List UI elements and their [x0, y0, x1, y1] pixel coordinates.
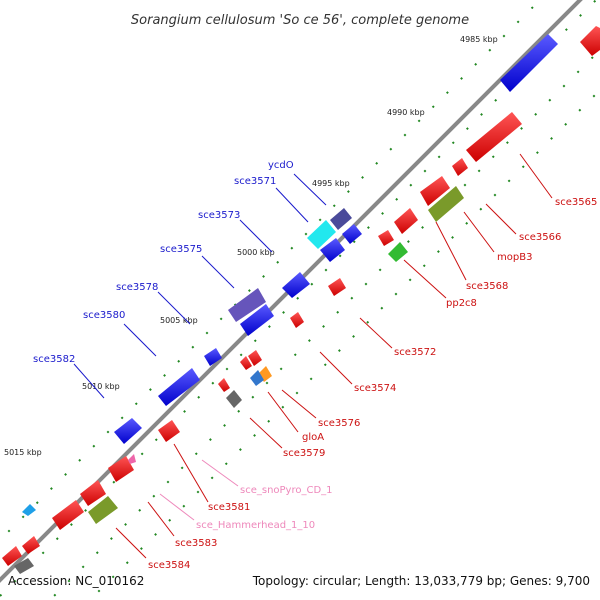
gene-block-sce3571[interactable]	[330, 208, 352, 230]
gene-block-sce3580[interactable]	[204, 348, 222, 366]
gene-block-mopB3-a[interactable]	[420, 176, 450, 206]
gene-block-4985[interactable]	[500, 34, 558, 92]
reverse-gene-labels: sce3565 sce3566 mopB3 sce3568 pp2c8 sce3…	[115, 153, 597, 571]
label-sce3571[interactable]: sce3571	[234, 176, 276, 187]
label-ycdO[interactable]: ycdO	[268, 160, 294, 171]
gene-block-sce3574[interactable]	[290, 312, 304, 328]
tick-row-bottom-outer	[88, 88, 600, 600]
tick-row-top-outer	[0, 0, 542, 542]
leader-sce-hammerhead	[159, 493, 195, 521]
leader-mopB3	[463, 211, 495, 253]
gene-block-sce-snoPyro[interactable]	[128, 454, 136, 464]
leader-sce3582	[73, 363, 105, 399]
label-sce3578[interactable]: sce3578	[116, 282, 158, 293]
label-sce3575[interactable]: sce3575	[160, 244, 202, 255]
label-sce3566[interactable]: sce3566	[519, 232, 561, 243]
label-sce3581[interactable]: sce3581	[208, 502, 250, 513]
leader-sce3573	[239, 219, 273, 253]
leader-pp2c8	[403, 259, 447, 299]
accession-text: Accession: NC_010162	[8, 574, 144, 588]
gene-block-ycdO[interactable]	[307, 220, 336, 249]
leader-sce3579	[249, 417, 283, 449]
leader-sce3572	[359, 317, 393, 349]
gene-block-g[interactable]	[240, 356, 252, 370]
gene-block-pp2c8[interactable]	[388, 242, 408, 262]
label-sce3583[interactable]: sce3583	[175, 538, 217, 549]
gene-block-sce3576[interactable]	[248, 350, 262, 366]
gene-block-k[interactable]	[88, 496, 118, 524]
gene-block-j[interactable]	[108, 456, 134, 482]
gene-block-d[interactable]	[22, 504, 36, 516]
scale-label-5005: 5005 kbp	[160, 316, 198, 325]
label-sce3584[interactable]: sce3584	[148, 560, 190, 571]
label-gloA[interactable]: gloA	[302, 432, 324, 443]
topology-text: Topology: circular; Length: 13,033,779 b…	[252, 574, 590, 588]
leader-sce3571	[275, 187, 309, 223]
leader-gloA	[267, 391, 299, 433]
gene-block-sce3582[interactable]	[158, 368, 200, 406]
leader-sce3581	[173, 443, 209, 503]
label-sce3580[interactable]: sce3580	[83, 310, 125, 321]
gene-block-sce3565[interactable]	[466, 112, 522, 162]
gene-block-sce3573[interactable]	[320, 238, 345, 262]
label-mopB3[interactable]: mopB3	[497, 252, 532, 263]
leader-sce3574	[319, 351, 353, 385]
gene-block-sce3579[interactable]	[218, 378, 230, 392]
gene-block-sce3584[interactable]	[52, 500, 84, 530]
label-sce3574[interactable]: sce3574	[354, 383, 396, 394]
label-pp2c8[interactable]: pp2c8	[446, 298, 477, 309]
label-sce3565[interactable]: sce3565	[555, 197, 597, 208]
gene-block-b[interactable]	[282, 272, 310, 298]
leader-sce3584	[115, 527, 147, 559]
label-sce-hammerhead[interactable]: sce_Hammerhead_1_10	[196, 520, 315, 531]
scale-label-4995: 4995 kbp	[312, 179, 350, 188]
genome-title: Sorangium cellulosum 'So ce 56', complet…	[131, 13, 469, 28]
gene-block-sce3572[interactable]	[328, 278, 346, 296]
label-sce3576[interactable]: sce3576	[318, 418, 360, 429]
forward-genes	[14, 34, 558, 574]
gene-block-l[interactable]	[22, 536, 40, 554]
gene-block-c[interactable]	[114, 418, 142, 444]
gene-block-sce3578[interactable]	[240, 304, 274, 336]
label-sce3568[interactable]: sce3568	[466, 281, 508, 292]
leader-sce3583	[147, 501, 175, 537]
forward-gene-labels: ycdO sce3571 sce3573 sce3575 sce3578 sce…	[33, 160, 327, 399]
gene-block-a[interactable]	[342, 224, 362, 244]
gene-block-sce3564[interactable]	[580, 26, 600, 56]
label-sce3572[interactable]: sce3572	[394, 347, 436, 358]
scale-label-4985: 4985 kbp	[460, 35, 498, 44]
gene-block-e[interactable]	[14, 558, 34, 574]
scale-label-5015: 5015 kbp	[4, 448, 42, 457]
label-sce3579[interactable]: sce3579	[283, 448, 325, 459]
gene-block-m[interactable]	[2, 546, 22, 566]
leader-sce3580	[123, 323, 157, 357]
scale-label-5010: 5010 kbp	[82, 382, 120, 391]
leader-sce3568	[435, 221, 467, 281]
gene-block-sce3566[interactable]	[452, 158, 468, 176]
leader-sce3578	[157, 291, 191, 325]
gene-block-h[interactable]	[250, 370, 264, 386]
gene-block-sce3583[interactable]	[80, 480, 106, 506]
gene-block-mopB3[interactable]	[428, 186, 464, 222]
scale-label-4990: 4990 kbp	[387, 108, 425, 117]
gene-block-sce3575[interactable]	[228, 288, 266, 322]
gene-block-f[interactable]	[378, 230, 394, 246]
leader-sce3575	[201, 255, 235, 289]
label-sce3573[interactable]: sce3573	[198, 210, 240, 221]
reverse-genes	[2, 26, 600, 566]
gene-block-sce3568[interactable]	[394, 208, 418, 234]
leader-sce-snoPyro	[201, 459, 239, 487]
leader-sce3576	[281, 389, 317, 419]
gene-block-sce3581[interactable]	[158, 420, 180, 442]
leader-sce3566	[485, 203, 517, 235]
gene-block-i[interactable]	[226, 390, 242, 408]
label-sce3582[interactable]: sce3582	[33, 354, 75, 365]
leader-sce3565	[519, 153, 553, 199]
scale-label-5000: 5000 kbp	[237, 248, 275, 257]
leader-ycdO	[293, 173, 327, 206]
label-sce-snoPyro[interactable]: sce_snoPyro_CD_1	[240, 485, 333, 496]
